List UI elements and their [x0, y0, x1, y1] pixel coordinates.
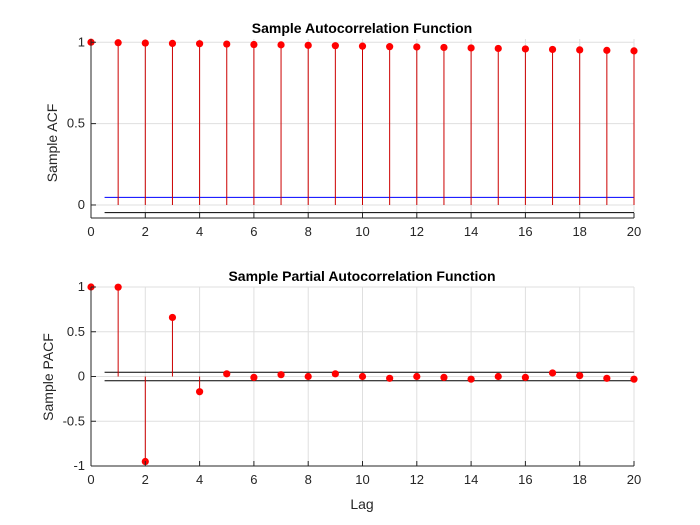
pacf-x-ticks: 0 2 4 6 8 10 12 14 16 18 20 [87, 461, 641, 487]
pacf-y-tick-label: 0 [78, 369, 85, 384]
acf-x-tick-label: 16 [518, 224, 532, 239]
pacf-x-tick-label: 6 [250, 472, 257, 487]
pacf-x-tick-label: 12 [410, 472, 424, 487]
pacf-stems [87, 283, 638, 466]
acf-stem-marker [467, 44, 475, 52]
acf-stem-marker [358, 42, 367, 50]
pacf-x-tick-label: 20 [627, 472, 641, 487]
acf-stem-marker [250, 40, 258, 49]
acf-stem-marker [304, 41, 312, 49]
pacf-stem-marker [494, 372, 502, 381]
acf-stem-marker [277, 41, 285, 49]
acf-x-ticks: 0 2 4 6 8 10 12 14 16 18 20 [87, 213, 641, 239]
pacf-y-tick-label: 0.5 [67, 324, 85, 339]
acf-y-tick-label: 0.5 [67, 116, 85, 131]
pacf-confidence-bounds [104, 371, 634, 382]
acf-stem-marker [141, 39, 149, 47]
pacf-stem-marker [196, 388, 204, 396]
pacf-x-tick-label: 10 [355, 472, 369, 487]
acf-x-tick-label: 18 [572, 224, 586, 239]
pacf-stem-marker [304, 372, 312, 381]
acf-y-axis-label: Sample ACF [44, 104, 60, 183]
pacf-x-tick-label: 2 [142, 472, 149, 487]
pacf-stem-marker [386, 374, 394, 382]
acf-stem-marker [168, 39, 177, 47]
acf-y-tick-label: 0 [78, 197, 85, 212]
pacf-title: Sample Partial Autocorrelation Function [228, 268, 495, 284]
pacf-stem-marker [250, 373, 258, 381]
pacf-stem-marker [440, 373, 448, 381]
acf-confidence-bounds [104, 196, 634, 214]
pacf-stem-marker [603, 374, 611, 382]
acf-panel: 0 2 4 6 8 10 12 14 16 18 20 00.51 Sample Autocorre… [44, 20, 641, 239]
pacf-y-ticks: -1 -0.5 0 0.5 1 [63, 279, 96, 473]
pacf-stem-marker [467, 375, 475, 383]
pacf-y-tick-label: -1 [73, 458, 85, 473]
acf-stems [87, 38, 638, 205]
acf-y-ticks: 00.51 [67, 34, 96, 218]
pacf-x-tick-label: 4 [196, 472, 203, 487]
acf-stem-marker [386, 43, 394, 51]
acf-stem-marker [331, 42, 339, 50]
pacf-y-tick-label: -0.5 [63, 413, 85, 428]
pacf-y-axis-label: Sample PACF [40, 333, 56, 421]
acf-title: Sample Autocorrelation Function [252, 20, 472, 36]
pacf-x-tick-label: 14 [464, 472, 478, 487]
acf-stem-marker [413, 43, 421, 51]
pacf-stem-marker [168, 313, 177, 322]
acf-stem-marker [548, 45, 557, 54]
acf-x-tick-label: 10 [355, 224, 369, 239]
pacf-stem-marker [114, 283, 122, 291]
pacf-stem-marker [576, 372, 584, 380]
acf-stem-marker [223, 40, 231, 48]
pacf-x-tick-label: 16 [518, 472, 532, 487]
acf-stem-marker [494, 44, 502, 53]
pacf-stem-marker [277, 371, 285, 379]
acf-stem-marker [440, 43, 448, 52]
acf-x-tick-label: 20 [627, 224, 641, 239]
acf-x-tick-label: 6 [250, 224, 257, 239]
acf-stem-marker [114, 39, 122, 47]
pacf-panel: 0 2 4 6 8 10 12 14 16 18 20 -1 -0.5 0 0.5 1 Sample Par… [40, 268, 641, 512]
acf-stem-marker [603, 46, 611, 54]
pacf-y-tick-label: 1 [78, 279, 85, 294]
pacf-stem-marker [358, 372, 367, 381]
pacf-stem-marker [413, 372, 421, 381]
acf-stem-marker [521, 45, 530, 53]
pacf-stem-marker [331, 370, 339, 378]
acf-x-tick-label: 0 [87, 224, 94, 239]
acf-x-tick-label: 8 [305, 224, 312, 239]
acf-x-tick-label: 12 [410, 224, 424, 239]
pacf-x-tick-label: 8 [305, 472, 312, 487]
acf-x-tick-label: 14 [464, 224, 478, 239]
acf-stem-marker [630, 47, 638, 55]
pacf-x-axis-label: Lag [350, 496, 373, 512]
pacf-x-tick-label: 18 [572, 472, 586, 487]
pacf-stem-marker [548, 369, 557, 377]
acf-x-tick-label: 2 [142, 224, 149, 239]
acf-stem-marker [576, 46, 584, 54]
pacf-stem-marker [223, 370, 231, 378]
acf-y-tick-label: 1 [78, 34, 85, 49]
pacf-stem-marker [521, 373, 530, 381]
pacf-stem-marker [630, 375, 638, 383]
pacf-x-tick-label: 0 [87, 472, 94, 487]
acf-stem-marker [196, 40, 204, 48]
acf-x-tick-label: 4 [196, 224, 203, 239]
